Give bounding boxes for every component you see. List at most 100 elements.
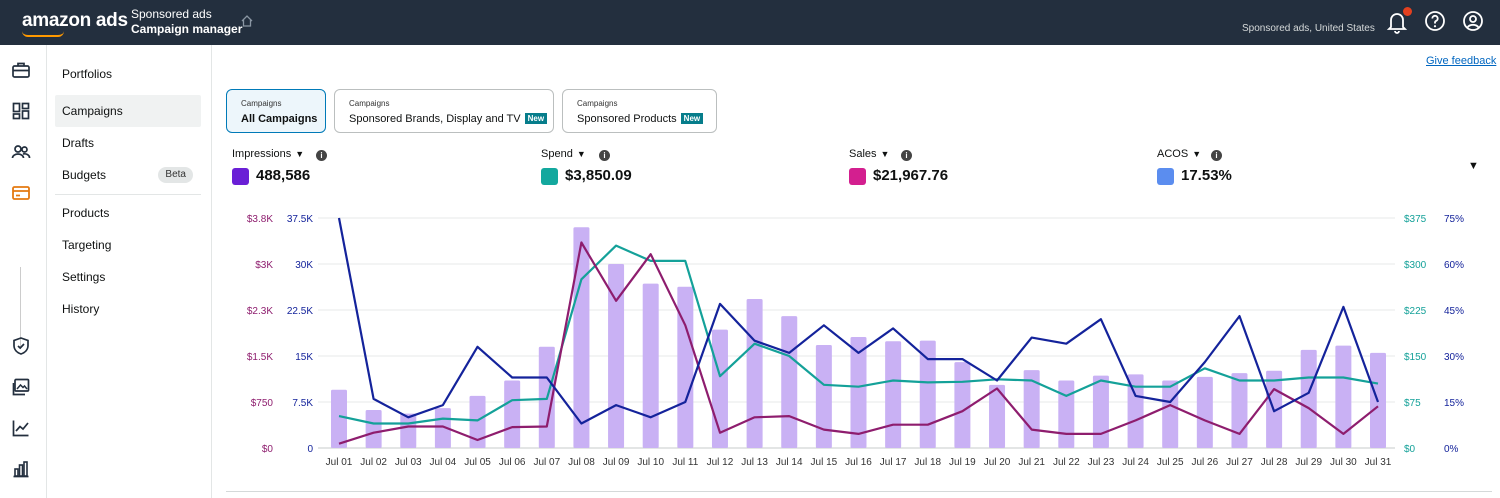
impressions-bar	[1127, 374, 1144, 448]
impressions-bar	[1092, 375, 1109, 448]
x-axis-tick-label: Jul 22	[1053, 457, 1080, 468]
x-axis-tick-label: Jul 31	[1365, 457, 1392, 468]
metric-label[interactable]: Impressions ▼	[232, 147, 432, 161]
x-axis-tick-label: Jul 28	[1261, 457, 1288, 468]
impressions-bar	[573, 227, 590, 448]
metric-color-swatch[interactable]	[1157, 168, 1174, 185]
nav-targeting[interactable]: Targeting	[62, 238, 112, 252]
acos-axis-tick-label: 0%	[1444, 444, 1459, 455]
acos-series-line	[337, 217, 1380, 425]
impressions-bar	[642, 283, 659, 448]
trend-chart-icon[interactable]	[11, 418, 31, 438]
give-feedback-link[interactable]: Give feedback	[1426, 55, 1497, 67]
nav-products[interactable]: Products	[62, 206, 110, 220]
campaign-nav: Portfolios Campaigns Drafts Budgets Beta…	[47, 45, 212, 498]
info-icon[interactable]: i	[901, 150, 912, 161]
impressions-bar	[885, 341, 902, 448]
metric-acos[interactable]: ACOS ▼ i 17.53%	[1157, 147, 1357, 185]
metric-label-text: Spend	[541, 148, 573, 160]
x-axis-tick-label: Jul 16	[845, 457, 872, 468]
impressions-bar	[746, 298, 763, 448]
nav-drafts[interactable]: Drafts	[62, 136, 95, 150]
tab-all-campaigns[interactable]: Campaigns All Campaigns	[226, 89, 326, 133]
beta-badge: Beta	[158, 167, 193, 183]
metric-sales[interactable]: Sales ▼ i $21,967.76	[849, 147, 1049, 185]
x-axis-tick-label: Jul 03	[395, 457, 422, 468]
audience-icon[interactable]	[11, 142, 31, 162]
nav-portfolios[interactable]: Portfolios	[62, 67, 113, 81]
impressions-bar	[331, 389, 347, 448]
chevron-down-icon[interactable]: ▼	[1468, 160, 1479, 172]
tab-title-text: Sponsored Products	[577, 113, 677, 125]
account-label[interactable]: Sponsored ads, United States	[1242, 23, 1375, 34]
x-axis-tick-label: Jul 04	[430, 457, 457, 468]
metric-label[interactable]: Sales ▼	[849, 147, 1049, 161]
app-line1: Sponsored ads	[131, 7, 212, 21]
tab-sponsored-products[interactable]: Campaigns Sponsored Products New	[562, 89, 717, 133]
metric-spend[interactable]: Spend ▼ i $3,850.09	[541, 147, 741, 185]
tab-caption: Campaigns	[241, 99, 282, 108]
spend-axis-tick-label: $75	[1404, 398, 1421, 409]
acos-axis-tick-label: 45%	[1444, 306, 1464, 317]
chevron-down-icon: ▼	[295, 149, 305, 159]
sales-axis-tick-label: $2.3K	[247, 306, 273, 317]
bar-chart-icon[interactable]	[11, 459, 31, 479]
section-divider	[226, 491, 1492, 492]
metric-label[interactable]: ACOS ▼	[1157, 147, 1357, 161]
briefcase-icon[interactable]	[11, 60, 31, 80]
impressions-bar	[989, 384, 1006, 448]
image-library-icon[interactable]	[11, 377, 31, 397]
campaign-manager-icon[interactable]	[11, 183, 31, 203]
impressions-bar	[1162, 380, 1179, 448]
x-axis-tick-label: Jul 08	[568, 457, 595, 468]
x-axis-tick-label: Jul 20	[984, 457, 1011, 468]
home-icon[interactable]	[240, 14, 254, 28]
x-axis-tick-label: Jul 06	[499, 457, 526, 468]
x-axis-tick-label: Jul 25	[1157, 457, 1184, 468]
metric-value: $3,850.09	[565, 167, 632, 184]
info-icon[interactable]: i	[599, 150, 610, 161]
nav-campaigns[interactable]: Campaigns	[55, 95, 201, 127]
info-icon[interactable]: i	[1211, 150, 1222, 161]
impressions-bar	[365, 409, 382, 448]
app-line2[interactable]: Campaign manager	[131, 22, 243, 36]
help-icon[interactable]	[1424, 10, 1446, 32]
sales-axis-tick-label: $750	[251, 398, 274, 409]
impressions-bar	[434, 408, 451, 448]
spend-axis-tick-label: $150	[1404, 352, 1427, 363]
rail-divider	[20, 267, 21, 349]
user-profile-icon[interactable]	[1462, 10, 1484, 32]
impressions-bar	[850, 336, 867, 448]
nav-settings[interactable]: Settings	[62, 270, 106, 284]
tab-title: Sponsored Products New	[577, 111, 704, 127]
metric-color-swatch[interactable]	[541, 168, 558, 185]
info-icon[interactable]: i	[316, 150, 327, 161]
impressions-bar	[469, 395, 486, 448]
top-bar: amazon ads Sponsored ads Campaign manage…	[0, 0, 1500, 45]
metric-color-swatch[interactable]	[849, 168, 866, 185]
logo-smile-icon	[22, 31, 64, 37]
metric-impressions[interactable]: Impressions ▼ i 488,586	[232, 147, 432, 185]
spend-axis-tick-label: $300	[1404, 260, 1427, 271]
new-badge: New	[524, 113, 548, 124]
nav-history[interactable]: History	[62, 302, 100, 316]
tab-title: All Campaigns	[241, 113, 318, 125]
tab-sponsored-brands[interactable]: Campaigns Sponsored Brands, Display and …	[334, 89, 554, 133]
spend-axis-tick-label: $375	[1404, 214, 1427, 225]
amazon-ads-logo[interactable]: amazon ads	[22, 10, 128, 31]
x-axis-tick-label: Jul 18	[914, 457, 941, 468]
x-axis-tick-label: Jul 14	[776, 457, 803, 468]
nav-budgets[interactable]: Budgets Beta	[55, 159, 201, 191]
metric-label[interactable]: Spend ▼	[541, 147, 741, 161]
dashboard-icon[interactable]	[11, 101, 31, 121]
x-axis-tick-label: Jul 01	[326, 457, 353, 468]
tab-caption: Campaigns	[577, 99, 618, 108]
bell-icon[interactable]	[1386, 10, 1408, 34]
metric-color-swatch[interactable]	[232, 168, 249, 185]
spend-series-line	[338, 244, 1379, 425]
x-axis-tick-label: Jul 21	[1018, 457, 1045, 468]
shield-icon[interactable]	[11, 336, 31, 356]
impressions-bar	[608, 264, 625, 448]
tab-title-text: Sponsored Brands, Display and TV	[349, 113, 521, 125]
